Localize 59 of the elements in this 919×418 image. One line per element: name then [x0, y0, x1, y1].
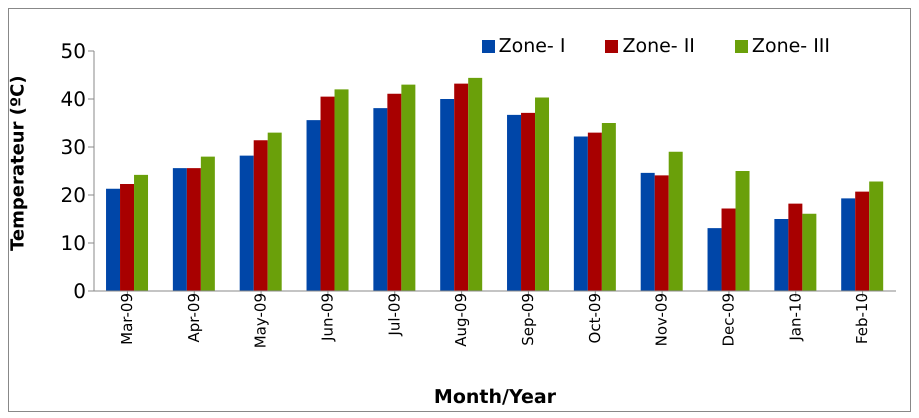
- bar: [722, 208, 736, 291]
- bar: [334, 89, 349, 291]
- bar: [668, 152, 683, 291]
- x-tick-label: Nov-09: [652, 293, 671, 346]
- bar: [454, 84, 468, 291]
- bar: [736, 171, 750, 291]
- bar: [788, 204, 802, 291]
- bar: [521, 112, 536, 291]
- bar: [268, 132, 282, 291]
- y-tick-label: 0: [73, 279, 86, 304]
- bar: [841, 198, 856, 291]
- x-tick-label: May-09: [252, 293, 270, 348]
- y-tick-label: 30: [60, 135, 86, 160]
- bar: [401, 84, 416, 291]
- legend-label: Zone- II: [622, 35, 695, 57]
- bar: [320, 96, 335, 291]
- bar: [240, 156, 254, 291]
- x-tick-label: Mar-09: [118, 293, 136, 345]
- x-tick-label: Feb-10: [853, 293, 872, 344]
- bar: [172, 168, 187, 291]
- bar: [200, 156, 215, 291]
- bar: [802, 214, 816, 291]
- bar: [535, 98, 550, 291]
- bar: [574, 136, 588, 291]
- x-tick-label: Jul-09: [385, 293, 404, 337]
- bar: [602, 123, 616, 291]
- bar: [306, 120, 321, 291]
- legend-label: Zone- I: [498, 35, 566, 57]
- bar: [855, 192, 870, 291]
- bar: [134, 174, 148, 291]
- x-tick-label: Dec-09: [720, 293, 738, 347]
- bar: [869, 182, 884, 291]
- y-axis-title: Temperateur (ºC): [7, 75, 28, 251]
- bar: [708, 228, 722, 291]
- bar: [774, 219, 788, 291]
- bar: [588, 132, 602, 291]
- x-tick-label: Jan-10: [786, 293, 804, 342]
- bar: [468, 78, 482, 291]
- x-tick-label: Jun-09: [318, 293, 337, 342]
- x-tick-label: Apr-09: [184, 293, 203, 342]
- y-tick-label: 40: [60, 87, 86, 112]
- bar: [373, 108, 388, 291]
- bar: [640, 172, 655, 291]
- bar: [440, 99, 454, 291]
- legend-label: Zone- III: [752, 35, 830, 57]
- x-tick-label: Sep-09: [519, 293, 538, 346]
- x-axis-title: Month/Year: [434, 386, 557, 408]
- bar: [186, 168, 201, 291]
- y-tick-label: 20: [60, 183, 86, 208]
- bar: [387, 94, 402, 291]
- y-tick-label: 10: [60, 231, 86, 256]
- bar: [254, 140, 268, 291]
- bar: [507, 114, 522, 291]
- bar: [654, 175, 669, 291]
- bar: [106, 188, 120, 291]
- y-tick-label: 50: [60, 39, 86, 64]
- bar: [120, 184, 134, 291]
- x-tick-label: Aug-09: [452, 293, 470, 347]
- x-tick-label: Oct-09: [586, 293, 604, 344]
